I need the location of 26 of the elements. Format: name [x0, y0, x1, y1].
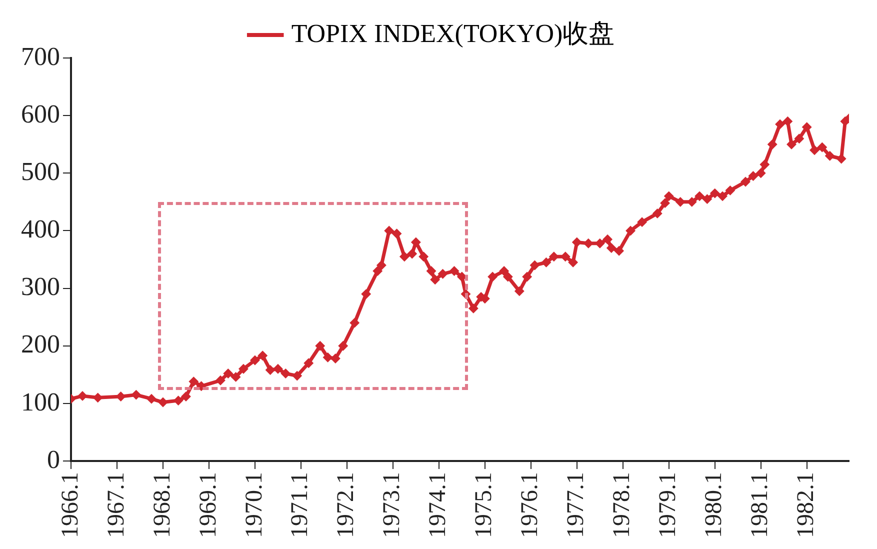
x-tick-label: 1980.1: [701, 472, 728, 538]
x-tick-label: 1966.1: [57, 472, 84, 538]
x-tick-label: 1979.1: [655, 472, 682, 538]
x-tick-label: 1968.1: [149, 472, 176, 538]
x-tick-label: 1976.1: [517, 472, 544, 538]
x-tick-label: 1974.1: [425, 472, 452, 538]
x-tick-label: 1977.1: [563, 472, 590, 538]
x-tick-label: 1981.1: [747, 472, 774, 538]
x-tick-label: 1971.1: [287, 472, 314, 538]
x-tick-label: 1975.1: [471, 472, 498, 538]
legend-label: TOPIX INDEX(TOKYO)收盘: [291, 18, 615, 48]
y-tick-label: 700: [21, 42, 60, 71]
y-tick-label: 300: [21, 272, 60, 302]
y-tick-label: 0: [47, 444, 60, 474]
y-tick-label: 100: [21, 387, 60, 416]
x-tick-label: 1973.1: [379, 472, 406, 538]
x-tick-label: 1967.1: [103, 472, 130, 538]
y-tick-label: 600: [21, 99, 60, 128]
x-tick-label: 1969.1: [195, 472, 222, 538]
x-tick-label: 1982.1: [793, 472, 820, 538]
y-tick-label: 400: [21, 214, 60, 244]
x-tick-label: 1972.1: [333, 472, 360, 538]
y-tick-label: 200: [21, 330, 60, 359]
x-tick-label: 1970.1: [241, 472, 268, 538]
y-tick-label: 500: [21, 156, 60, 186]
x-tick-label: 1978.1: [609, 472, 636, 538]
